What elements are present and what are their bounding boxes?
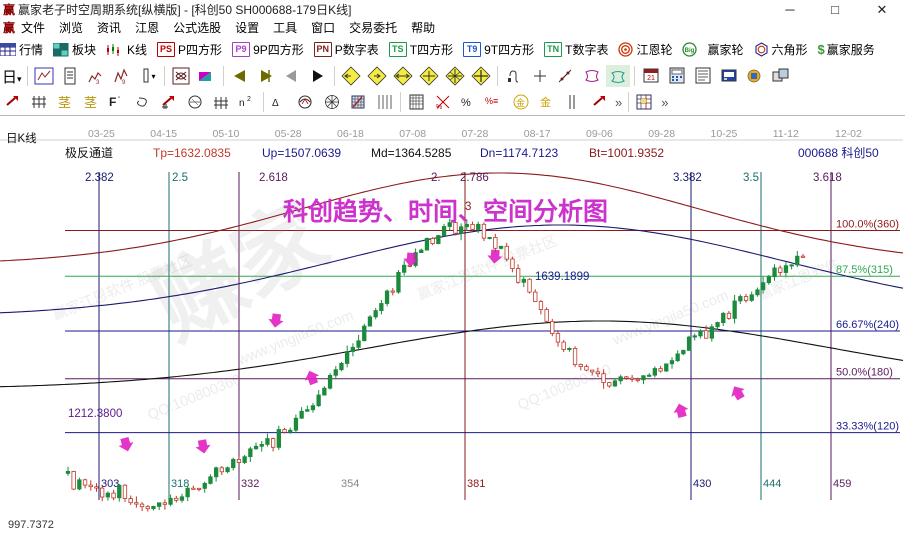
svg-text:430: 430 [693, 478, 711, 490]
svg-text:Md=1364.5285: Md=1364.5285 [371, 146, 452, 160]
svg-text:9: 9 [122, 80, 126, 85]
svg-text:Bt=1001.9352: Bt=1001.9352 [589, 146, 664, 160]
svg-text:%≡: %≡ [485, 96, 498, 106]
svg-text:Δ: Δ [272, 98, 279, 109]
svg-text:日K线: 日K线 [6, 131, 37, 145]
svg-text:2.618: 2.618 [259, 172, 288, 184]
svg-text:10-25: 10-25 [711, 128, 738, 140]
svg-text:04-15: 04-15 [150, 128, 177, 140]
svg-text:茎: 茎 [58, 95, 71, 110]
svg-text:2.: 2. [431, 172, 441, 184]
svg-text:3.382: 3.382 [673, 172, 702, 184]
svg-text:1212.3800: 1212.3800 [68, 408, 122, 420]
svg-text:444: 444 [763, 478, 781, 490]
svg-text:354: 354 [341, 478, 359, 490]
svg-text:金: 金 [540, 95, 551, 109]
svg-text:n: n [239, 98, 245, 109]
svg-text:茎: 茎 [84, 95, 97, 110]
svg-text:金: 金 [516, 97, 525, 108]
svg-text:%: % [436, 104, 442, 111]
svg-text:100.0%(360): 100.0%(360) [836, 219, 899, 231]
svg-text:2.786: 2.786 [460, 172, 489, 184]
svg-text:07-08: 07-08 [399, 128, 426, 140]
svg-text:21: 21 [647, 75, 655, 82]
svg-text:12-02: 12-02 [835, 128, 862, 140]
svg-text:87.5%(315): 87.5%(315) [836, 264, 893, 276]
svg-text:11-12: 11-12 [773, 128, 799, 140]
svg-text:09-06: 09-06 [586, 128, 613, 140]
svg-text:2.382: 2.382 [85, 172, 114, 184]
svg-text:3.5: 3.5 [743, 172, 759, 184]
svg-text:极反通道: 极反通道 [65, 146, 113, 160]
svg-text:3.618: 3.618 [813, 172, 842, 184]
svg-text:3: 3 [96, 80, 100, 85]
svg-text:科创趋势、时间、空间分析图: 科创趋势、时间、空间分析图 [283, 197, 608, 226]
svg-text:Tp=1632.0835: Tp=1632.0835 [153, 146, 231, 160]
svg-text:03-25: 03-25 [88, 128, 115, 140]
svg-text:08-17: 08-17 [524, 128, 551, 140]
svg-text:1639.1899: 1639.1899 [535, 271, 589, 283]
svg-text:Up=1507.0639: Up=1507.0639 [262, 146, 341, 160]
svg-text:": " [118, 97, 120, 103]
svg-text:09-28: 09-28 [648, 128, 675, 140]
svg-text:997.7372: 997.7372 [8, 519, 54, 531]
svg-text:%: % [461, 97, 471, 109]
svg-text:381: 381 [467, 478, 485, 490]
svg-text:Dn=1174.7123: Dn=1174.7123 [480, 146, 559, 160]
svg-text:Big: Big [685, 48, 695, 54]
svg-text:2.5: 2.5 [172, 172, 188, 184]
svg-text:05-28: 05-28 [275, 128, 302, 140]
svg-text:459: 459 [833, 478, 851, 490]
svg-text:05-10: 05-10 [213, 128, 240, 140]
svg-text:33.33%(120): 33.33%(120) [836, 421, 899, 433]
svg-text:06-18: 06-18 [337, 128, 364, 140]
svg-text:F: F [109, 95, 116, 109]
svg-text:50.0%(180): 50.0%(180) [836, 367, 893, 379]
svg-text:332: 332 [241, 478, 259, 490]
svg-text:000688 科创50: 000688 科创50 [798, 146, 879, 160]
svg-text:07-28: 07-28 [462, 128, 489, 140]
svg-text:66.67%(240): 66.67%(240) [836, 319, 899, 331]
svg-text:2: 2 [247, 96, 251, 103]
